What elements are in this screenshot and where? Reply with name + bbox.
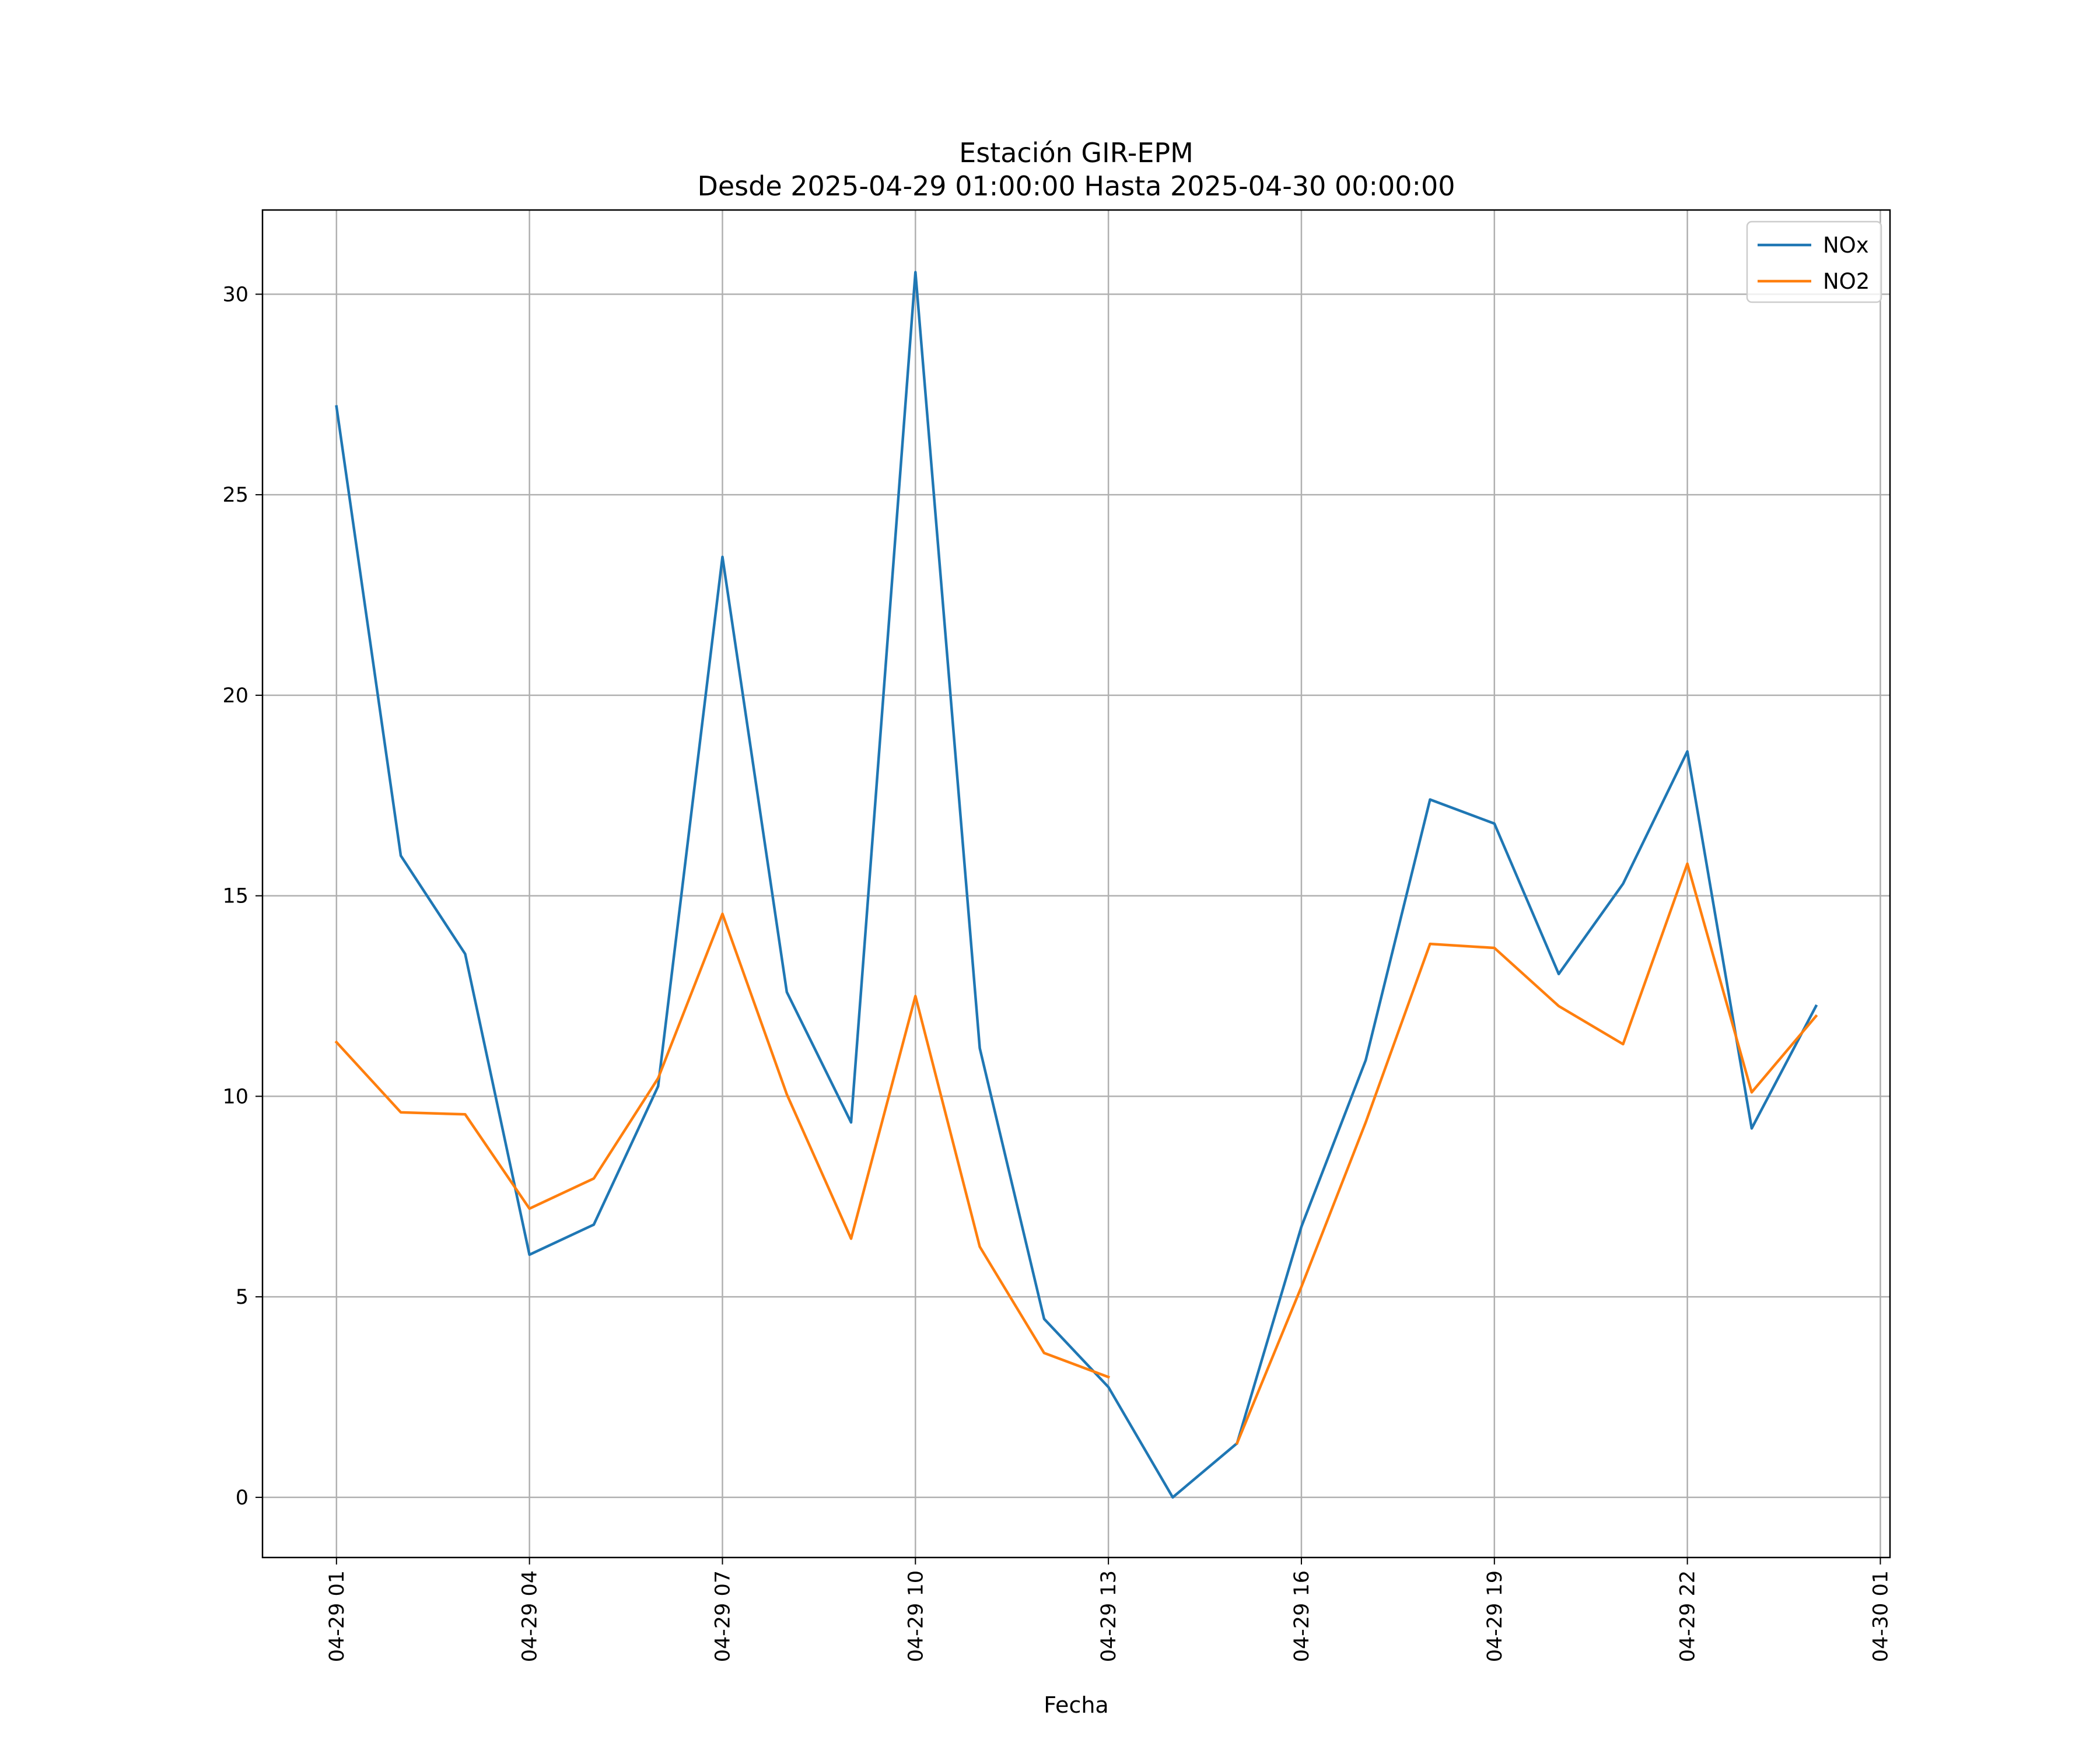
y-tick-label: 20: [222, 684, 249, 708]
x-tick-label: 04-29 16: [1290, 1570, 1314, 1662]
series-line-no2: [334, 862, 1818, 1446]
legend-label-no2: NO2: [1823, 269, 1870, 294]
grid-lines: [262, 210, 1890, 1558]
series-layer: [334, 271, 1818, 1499]
x-tick-label: 04-29 10: [904, 1570, 928, 1662]
x-tick-label: 04-30 01: [1869, 1570, 1892, 1662]
x-tick-label: 04-29 01: [326, 1570, 349, 1662]
y-tick-label: 15: [222, 885, 249, 908]
series-line-nox: [335, 271, 1818, 1499]
chart-subtitle: Desde 2025-04-29 01:00:00 Hasta 2025-04-…: [697, 170, 1455, 202]
legend: NOx NO2: [1746, 220, 1882, 303]
y-tick-label: 0: [236, 1486, 249, 1510]
x-tick-label: 04-29 04: [519, 1570, 542, 1662]
y-tick-label: 5: [236, 1286, 249, 1309]
y-tick-label: 30: [222, 283, 249, 306]
x-tick-label: 04-29 22: [1676, 1570, 1700, 1662]
y-tick-label: 10: [222, 1085, 249, 1108]
chart-title: Estación GIR-EPM: [959, 137, 1194, 169]
x-tick-label: 04-29 13: [1097, 1570, 1121, 1662]
plot-area-background: [262, 210, 1890, 1558]
legend-label-nox: NOx: [1823, 233, 1869, 258]
x-tick-label: 04-29 19: [1483, 1570, 1507, 1662]
plot-frame: [261, 209, 1891, 1559]
x-axis-label: Fecha: [1044, 1692, 1108, 1718]
y-tick-label: 25: [222, 484, 249, 507]
x-axis-ticks: 04-29 01 04-29 04 04-29 07 04-29 10 04-29 13…: [326, 1558, 1892, 1662]
x-tick-label: 04-29 07: [711, 1570, 734, 1662]
y-axis-ticks: 0 5 10 15 20 25 30: [222, 283, 262, 1510]
